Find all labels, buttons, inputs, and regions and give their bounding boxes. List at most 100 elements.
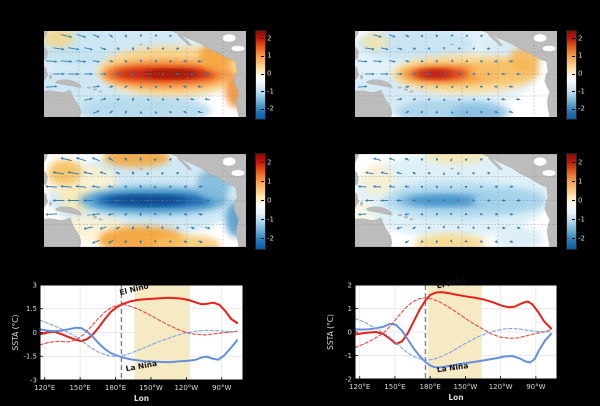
colorbar-mid-right: 2 1 0 -1 -2 bbox=[566, 153, 592, 250]
colorbar-top-right: 2 1 0 -1 -2 bbox=[566, 30, 592, 120]
colorbar-tick-mark bbox=[572, 238, 575, 239]
el-nino-dashed-line bbox=[354, 297, 552, 349]
colorbar-tick-mark bbox=[572, 38, 575, 40]
x-tick-label: 150°E bbox=[384, 383, 405, 391]
y-tick-label: 1 bbox=[348, 305, 352, 313]
x-axis-label: Lon bbox=[448, 393, 463, 402]
colorbar-tick-label: 2 bbox=[578, 34, 583, 43]
x-tick-label: 120°W bbox=[489, 383, 513, 391]
colorbar-tick-mark bbox=[261, 162, 264, 163]
la-nina-solid-line bbox=[39, 326, 239, 364]
map-border bbox=[43, 153, 247, 248]
el-nino-solid-line bbox=[39, 296, 239, 343]
colorbar-gradient bbox=[566, 30, 577, 120]
colorbar-tick-label: -2 bbox=[578, 104, 585, 113]
el-nino-dashed-line bbox=[39, 304, 238, 346]
colorbar-gradient bbox=[255, 30, 266, 120]
colorbar-tick-mark bbox=[261, 73, 264, 75]
colorbar-tick-mark bbox=[261, 38, 264, 40]
colorbar-tick-mark bbox=[572, 200, 575, 201]
colorbar-tick-mark bbox=[261, 108, 264, 110]
colorbar-tick-label: 0 bbox=[578, 196, 583, 204]
ssta-longitude-chart-right: El Niño La Niña 120°E 150°E 180°E 150°W 120°W 9… bbox=[321, 276, 571, 406]
la-nina-dashed-line bbox=[354, 317, 552, 361]
map-border bbox=[354, 153, 558, 248]
colorbar-tick-label: 0 bbox=[267, 69, 272, 78]
x-tick-label: 150°W bbox=[453, 383, 477, 391]
y-tick-label: -1.5 bbox=[23, 353, 37, 361]
colorbar-tick-label: 1 bbox=[267, 177, 272, 185]
colorbar-tick-label: 1 bbox=[267, 51, 272, 60]
y-axis-label: SSTA (°C) bbox=[11, 314, 20, 350]
map-gridlines bbox=[354, 153, 558, 248]
y-tick-label: -1 bbox=[345, 352, 352, 360]
colorbar-tick-label: -1 bbox=[267, 87, 274, 96]
colorbar-gradient bbox=[566, 153, 577, 250]
x-tick-label: 120°E bbox=[34, 384, 55, 392]
colorbar-tick-mark bbox=[261, 91, 264, 93]
colorbar-tick-mark bbox=[261, 219, 264, 220]
map-gridlines bbox=[43, 153, 247, 248]
colorbar-tick-mark bbox=[261, 238, 264, 239]
annotation-la-nina: La Niña bbox=[436, 361, 469, 374]
colorbar-tick-mark bbox=[572, 55, 575, 57]
wind-vector-arrows bbox=[357, 157, 521, 244]
colorbar-tick-mark bbox=[572, 162, 575, 163]
y-tick-label: 1.5 bbox=[26, 305, 37, 313]
colorbar-tick-mark bbox=[261, 200, 264, 201]
map-gridlines bbox=[354, 30, 558, 118]
colorbar-tick-label: 0 bbox=[578, 69, 583, 78]
colorbar-tick-label: -2 bbox=[267, 234, 274, 242]
map-border bbox=[43, 30, 247, 118]
ssta-anomaly-field bbox=[43, 30, 247, 118]
y-tick-label: -3 bbox=[30, 376, 37, 384]
colorbar-tick-label: -1 bbox=[578, 87, 585, 96]
la-nina-solid-line bbox=[354, 322, 553, 369]
wind-vector-arrows bbox=[45, 33, 210, 115]
colorbar-tick-label: -1 bbox=[578, 215, 585, 223]
la-nina-dashed-line bbox=[39, 319, 238, 357]
colorbar-tick-mark bbox=[572, 108, 575, 110]
colorbar-top-left: 2 1 0 -1 -2 bbox=[255, 30, 281, 120]
colorbar-tick-label: 1 bbox=[578, 177, 583, 185]
colorbar-gradient bbox=[255, 153, 266, 250]
map-svg-map-la-nina-2 bbox=[354, 153, 558, 248]
y-tick-label: 3 bbox=[33, 281, 37, 289]
colorbar-tick-label: 2 bbox=[267, 34, 272, 43]
x-axis-label: Lon bbox=[134, 394, 149, 403]
colorbar-tick-mark bbox=[572, 219, 575, 220]
colorbar-tick-mark bbox=[572, 91, 575, 93]
colorbar-tick-mark bbox=[572, 73, 575, 75]
x-tick-label: 90°W bbox=[526, 383, 545, 391]
y-tick-label: 0 bbox=[33, 329, 37, 337]
y-tick-label: 2 bbox=[348, 281, 352, 289]
colorbar-tick-mark bbox=[261, 181, 264, 182]
nino-region-band bbox=[134, 285, 190, 380]
axis-ticks bbox=[355, 284, 537, 380]
wind-vector-arrows bbox=[45, 157, 211, 244]
y-tick-label: -2 bbox=[345, 375, 352, 383]
x-tick-label: 180°E bbox=[105, 384, 126, 392]
ssta-longitude-chart-left: El Niño La Niña 120°E 150°E 180°E 150°W 120°W 9… bbox=[6, 276, 256, 406]
colorbar-tick-label: -2 bbox=[578, 234, 585, 242]
colorbar-tick-mark bbox=[572, 181, 575, 182]
colorbar-tick-label: -1 bbox=[267, 215, 274, 223]
x-tick-label: 180°E bbox=[420, 383, 441, 391]
map-svg-map-el-nino-2 bbox=[354, 30, 558, 118]
x-tick-label: 120°W bbox=[174, 384, 198, 392]
colorbar-tick-label: -2 bbox=[267, 104, 274, 113]
colorbar-tick-mark bbox=[261, 55, 264, 57]
map-border bbox=[354, 30, 558, 118]
map-panel-el-nino-right bbox=[354, 30, 558, 118]
colorbar-tick-label: 0 bbox=[267, 196, 272, 204]
colorbar-mid-left: 2 1 0 -1 -2 bbox=[255, 153, 281, 250]
map-svg-map-la-nina-1 bbox=[43, 153, 247, 248]
axis-ticks bbox=[40, 284, 223, 381]
y-tick-label: 0 bbox=[348, 328, 352, 336]
colorbar-tick-label: 2 bbox=[267, 158, 272, 166]
el-nino-solid-line bbox=[354, 291, 553, 345]
map-svg-map-el-nino-1 bbox=[43, 30, 247, 118]
